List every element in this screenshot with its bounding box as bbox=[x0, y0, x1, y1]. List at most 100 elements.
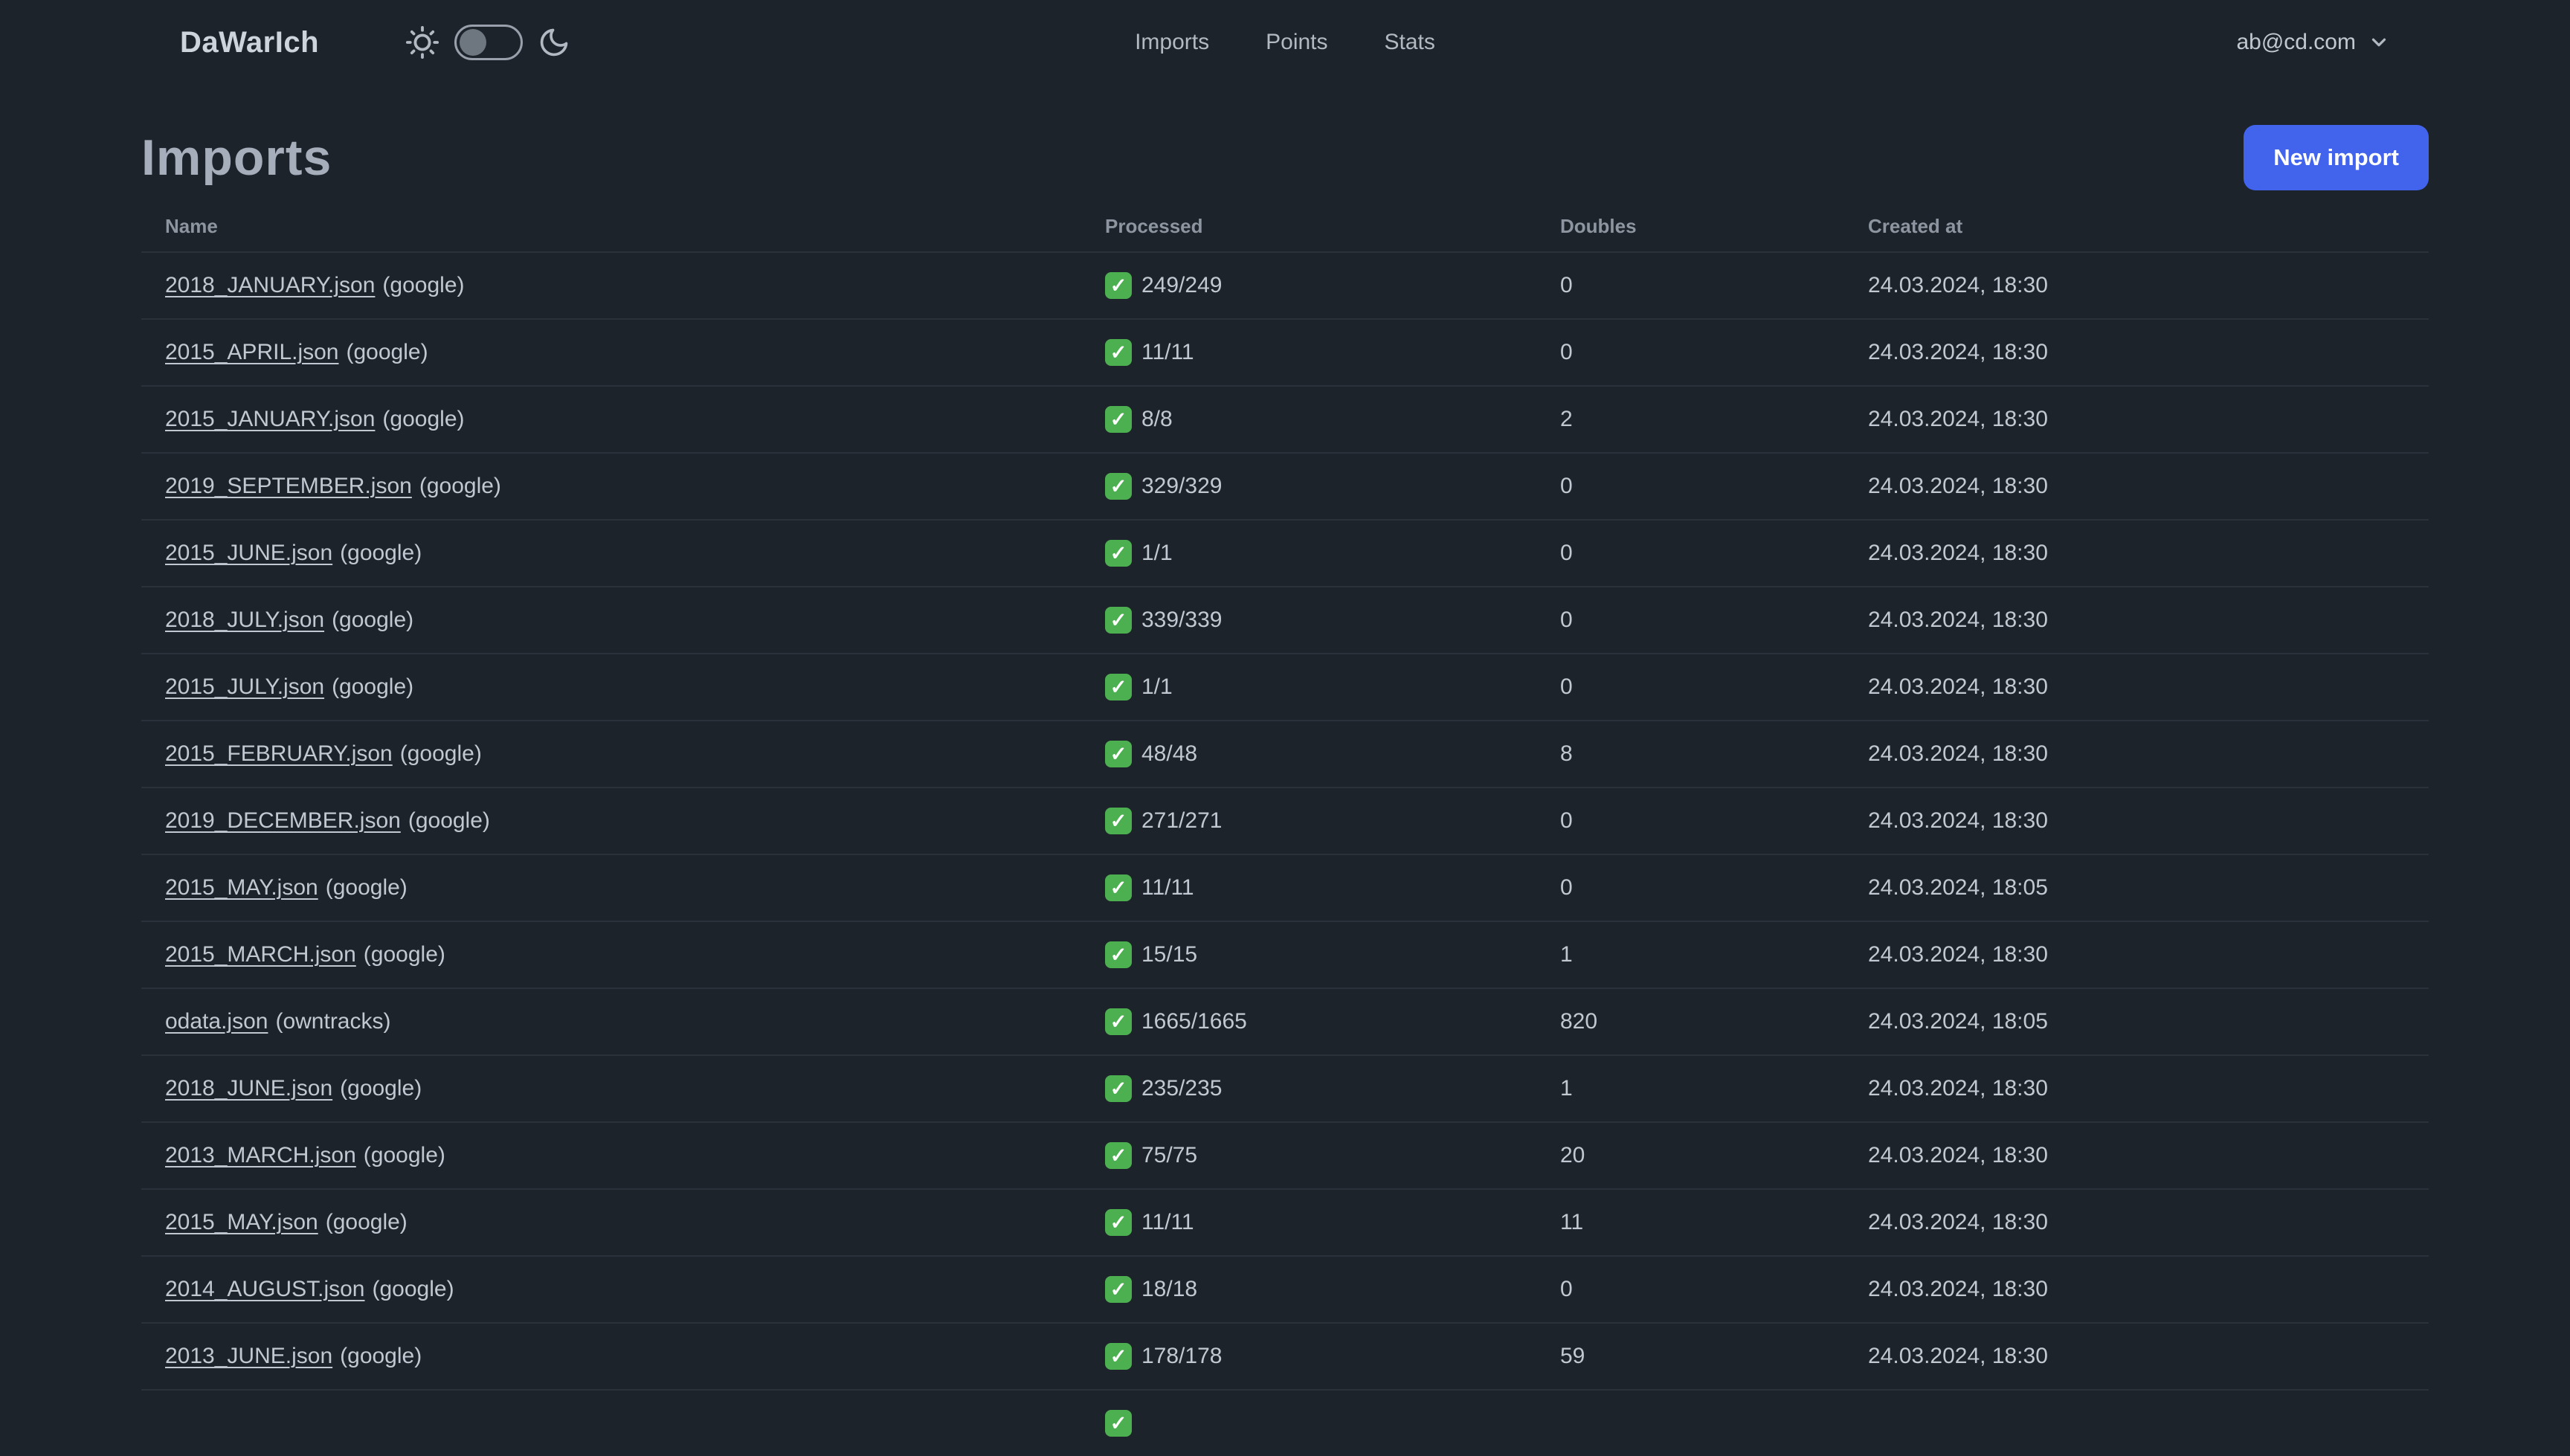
processed-count: 11/11 bbox=[1141, 1210, 1194, 1234]
check-icon bbox=[1105, 808, 1132, 834]
doubles-count: 1 bbox=[1560, 1076, 1573, 1101]
created-at: 24.03.2024, 18:05 bbox=[1868, 875, 2048, 900]
doubles-count: 0 bbox=[1560, 541, 1573, 565]
doubles-count: 0 bbox=[1560, 608, 1573, 632]
processed-count: 339/339 bbox=[1141, 608, 1223, 632]
import-row: odata.json (owntracks) 1665/1665 820 24.0… bbox=[141, 988, 2429, 1054]
import-row: 2013_MARCH.json (google) 75/75 20 24.03.2… bbox=[141, 1121, 2429, 1188]
imports-table-header: Name Processed Doubles Created at bbox=[141, 201, 2429, 251]
created-at: 24.03.2024, 18:30 bbox=[1868, 340, 2048, 364]
check-icon bbox=[1105, 540, 1132, 567]
theme-toggle-switch[interactable] bbox=[454, 25, 524, 60]
top-navbar: DaWarIch Imports Points Stats ab@cd.com bbox=[0, 0, 2570, 85]
page-header: Imports New import bbox=[141, 115, 2429, 201]
import-source: (google) bbox=[408, 808, 490, 833]
nav-link-points[interactable]: Points bbox=[1266, 30, 1328, 54]
import-file-link[interactable]: 2015_MAY.json bbox=[165, 875, 318, 900]
doubles-count: 0 bbox=[1560, 474, 1573, 498]
nav-link-imports[interactable]: Imports bbox=[1135, 30, 1210, 54]
account-menu[interactable]: ab@cd.com bbox=[2236, 30, 2390, 55]
doubles-count: 59 bbox=[1560, 1344, 1585, 1368]
import-row: 2013_JUNE.json (google) 178/178 59 24.03.… bbox=[141, 1322, 2429, 1389]
check-icon bbox=[1105, 1075, 1132, 1102]
import-source: (google) bbox=[325, 875, 408, 900]
import-file-link[interactable]: 2015_MARCH.json bbox=[165, 942, 356, 967]
import-source: (google) bbox=[372, 1277, 454, 1301]
import-row-partial bbox=[141, 1389, 2429, 1456]
new-import-button[interactable]: New import bbox=[2244, 125, 2429, 190]
processed-count: 271/271 bbox=[1141, 808, 1223, 833]
check-icon bbox=[1105, 473, 1132, 500]
check-icon bbox=[1105, 339, 1132, 366]
import-file-link[interactable]: 2015_JUNE.json bbox=[165, 541, 333, 565]
processed-count: 75/75 bbox=[1141, 1143, 1198, 1167]
import-source: (google) bbox=[346, 340, 428, 364]
import-source: (google) bbox=[332, 674, 414, 699]
nav-link-stats[interactable]: Stats bbox=[1384, 30, 1435, 54]
import-file-link[interactable]: 2018_JANUARY.json bbox=[165, 273, 376, 297]
import-source: (google) bbox=[340, 1076, 422, 1101]
import-source: (google) bbox=[382, 273, 465, 297]
sun-icon bbox=[405, 25, 439, 59]
created-at: 24.03.2024, 18:30 bbox=[1868, 474, 2048, 498]
moon-icon bbox=[540, 28, 568, 57]
created-at: 24.03.2024, 18:30 bbox=[1868, 808, 2048, 833]
import-file-link[interactable]: 2015_JANUARY.json bbox=[165, 407, 376, 431]
doubles-count: 20 bbox=[1560, 1143, 1585, 1167]
import-file-link[interactable]: 2018_JUNE.json bbox=[165, 1076, 333, 1101]
doubles-count: 11 bbox=[1560, 1210, 1584, 1234]
import-row: 2018_JANUARY.json(google) 249/249 0 24.0… bbox=[141, 251, 2429, 318]
processed-count: 235/235 bbox=[1141, 1076, 1223, 1101]
import-file-link[interactable]: 2019_SEPTEMBER.json bbox=[165, 474, 412, 498]
column-header-doubles: Doubles bbox=[1560, 214, 1637, 237]
doubles-count: 1 bbox=[1560, 942, 1573, 967]
app-logo[interactable]: DaWarIch bbox=[180, 25, 320, 59]
doubles-count: 8 bbox=[1560, 741, 1573, 766]
check-icon bbox=[1105, 741, 1132, 767]
check-icon bbox=[1105, 607, 1132, 634]
import-row: 2015_JANUARY.json(google) 8/8 2 24.03.20… bbox=[141, 385, 2429, 452]
import-source: (google) bbox=[419, 474, 501, 498]
import-file-link[interactable]: 2013_MARCH.json bbox=[165, 1143, 356, 1167]
import-source: (google) bbox=[325, 1210, 408, 1234]
created-at: 24.03.2024, 18:30 bbox=[1868, 674, 2048, 699]
import-file-link[interactable]: 2015_JULY.json bbox=[165, 674, 325, 699]
processed-count: 15/15 bbox=[1141, 942, 1198, 967]
import-row: 2015_JULY.json (google) 1/1 0 24.03.2024,… bbox=[141, 653, 2429, 720]
check-icon bbox=[1105, 1410, 1132, 1437]
account-email: ab@cd.com bbox=[2236, 30, 2356, 54]
check-icon bbox=[1105, 674, 1132, 700]
created-at: 24.03.2024, 18:30 bbox=[1868, 1344, 2048, 1368]
processed-count: 1665/1665 bbox=[1141, 1009, 1247, 1034]
check-icon bbox=[1105, 874, 1132, 901]
processed-count: 329/329 bbox=[1141, 474, 1223, 498]
import-file-link[interactable]: 2019_DECEMBER.json bbox=[165, 808, 401, 833]
check-icon bbox=[1105, 1008, 1132, 1035]
import-file-link[interactable]: 2015_MAY.json bbox=[165, 1210, 318, 1234]
processed-count: 18/18 bbox=[1141, 1277, 1198, 1301]
import-source: (google) bbox=[382, 407, 465, 431]
doubles-count: 820 bbox=[1560, 1009, 1598, 1034]
import-source: (google) bbox=[363, 942, 445, 967]
page-title: Imports bbox=[141, 129, 332, 186]
created-at: 24.03.2024, 18:30 bbox=[1868, 1277, 2048, 1301]
doubles-count: 0 bbox=[1560, 273, 1573, 297]
import-file-link[interactable]: 2018_JULY.json bbox=[165, 608, 325, 632]
import-source: (owntracks) bbox=[275, 1009, 391, 1034]
created-at: 24.03.2024, 18:30 bbox=[1868, 608, 2048, 632]
doubles-count: 0 bbox=[1560, 674, 1573, 699]
created-at: 24.03.2024, 18:30 bbox=[1868, 1210, 2048, 1234]
import-file-link[interactable]: 2013_JUNE.json bbox=[165, 1344, 333, 1368]
import-file-link[interactable]: 2014_AUGUST.json bbox=[165, 1277, 365, 1301]
import-file-link[interactable]: odata.json bbox=[165, 1009, 268, 1034]
import-file-link[interactable]: 2015_APRIL.json bbox=[165, 340, 339, 364]
doubles-count: 0 bbox=[1560, 340, 1573, 364]
import-row: 2019_DECEMBER.json (google) 271/271 0 24.… bbox=[141, 787, 2429, 854]
import-source: (google) bbox=[340, 1344, 422, 1368]
processed-count: 178/178 bbox=[1141, 1344, 1223, 1368]
processed-count: 11/11 bbox=[1141, 340, 1194, 364]
import-row: 2015_JUNE.json (google) 1/1 0 24.03.2024,… bbox=[141, 519, 2429, 586]
import-file-link[interactable]: 2015_FEBRUARY.json bbox=[165, 741, 393, 766]
check-icon bbox=[1105, 1209, 1132, 1236]
created-at: 24.03.2024, 18:30 bbox=[1868, 942, 2048, 967]
